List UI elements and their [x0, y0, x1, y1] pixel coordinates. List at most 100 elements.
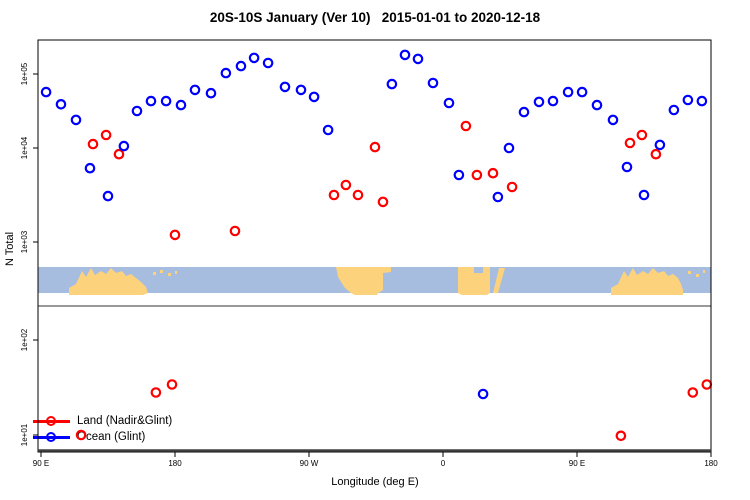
data-point-ocean	[235, 60, 247, 72]
data-point-land	[100, 129, 112, 141]
data-point-ocean	[262, 57, 274, 69]
data-point-land	[328, 189, 340, 201]
data-point-land	[624, 137, 636, 149]
data-point-ocean	[295, 84, 307, 96]
data-point-ocean	[322, 124, 334, 136]
data-point-land	[650, 148, 662, 160]
data-point-ocean	[638, 189, 650, 201]
data-point-land	[377, 196, 389, 208]
data-point-ocean	[443, 97, 455, 109]
data-point-ocean	[682, 94, 694, 106]
data-point-ocean	[220, 67, 232, 79]
data-point-land	[687, 387, 699, 398]
data-point-ocean	[654, 139, 666, 151]
x-axis-ticks: 90 E 180 90 W 0 90 E 180	[33, 452, 718, 468]
data-point-ocean	[84, 162, 96, 174]
data-point-ocean	[248, 52, 260, 64]
map-land-patch	[458, 267, 490, 295]
x-tick-label: 90 W	[300, 459, 319, 468]
data-point-land	[340, 179, 352, 191]
y-axis-ticks: 1e+05 1e+04 1e+03 1e+02 1e+01	[20, 62, 38, 446]
chart-title: 20S-10S January (Ver 10) 2015-01-01 to 2…	[209, 10, 541, 25]
map-land-island	[160, 270, 163, 273]
data-point-ocean	[562, 86, 574, 98]
data-point-ocean	[518, 106, 530, 118]
data-point-land	[701, 379, 713, 390]
map-land-island	[688, 271, 691, 274]
data-point-ocean	[503, 142, 515, 154]
legend-ocean-marker-icon	[33, 432, 70, 442]
x-tick-label: 0	[441, 459, 446, 468]
data-point-ocean	[477, 388, 489, 400]
data-point-ocean	[279, 81, 291, 93]
data-point-ocean	[399, 49, 411, 61]
data-point-ocean	[118, 140, 130, 152]
data-point-ocean	[131, 105, 143, 117]
data-point-land	[113, 148, 125, 160]
x-tick-label: 90 E	[569, 459, 585, 468]
data-point-ocean	[189, 84, 201, 96]
data-point-land	[150, 387, 162, 398]
data-point-land	[87, 138, 99, 150]
y-tick-label: 1e+05	[20, 62, 29, 85]
legend-item-land: Land (Nadir&Glint)	[33, 413, 172, 429]
map-land-patch	[336, 267, 391, 295]
legend: Land (Nadir&Glint) Ocean (Glint)	[33, 413, 172, 445]
legend-item-ocean: Ocean (Glint)	[33, 429, 172, 445]
map-land-island	[696, 274, 699, 277]
map-ocean	[38, 267, 711, 293]
data-point-land	[615, 430, 627, 442]
map-strip	[38, 267, 711, 295]
data-point-land	[169, 229, 181, 241]
map-land-island	[153, 272, 156, 275]
data-point-land	[460, 120, 472, 132]
data-point-land	[229, 225, 241, 237]
y-tick-label: 1e+01	[20, 423, 29, 446]
data-point-ocean	[576, 86, 588, 98]
data-point-ocean	[533, 96, 545, 108]
y-tick-label: 1e+03	[20, 230, 29, 253]
y-axis-title-text: N Total	[4, 231, 16, 267]
data-point-land	[506, 181, 518, 193]
data-point-ocean	[102, 190, 114, 202]
data-point-land	[369, 141, 381, 153]
data-point-ocean	[70, 114, 82, 126]
map-ocean-notch	[474, 267, 483, 273]
data-point-ocean	[40, 86, 52, 98]
data-point-ocean	[386, 78, 398, 90]
map-land-patch	[611, 268, 683, 295]
plot-border	[37, 39, 712, 453]
data-point-land	[487, 167, 499, 179]
data-point-ocean	[607, 114, 619, 126]
data-point-ocean	[591, 99, 603, 111]
map-land-patch	[493, 268, 505, 293]
map-land-island	[703, 270, 705, 273]
y-tick-label: 1e+02	[20, 328, 29, 351]
data-point-land	[636, 129, 648, 141]
data-point-ocean	[55, 99, 67, 110]
data-point-ocean	[412, 53, 424, 65]
series-ocean-points	[40, 49, 708, 400]
data-point-land	[352, 189, 364, 201]
legend-ocean-label: Ocean (Glint)	[77, 431, 146, 443]
x-tick-label: 180	[704, 459, 718, 468]
map-land-island	[175, 271, 177, 274]
data-point-ocean	[175, 99, 187, 111]
legend-land-label: Land (Nadir&Glint)	[77, 415, 173, 427]
x-tick-label: 180	[168, 459, 182, 468]
x-tick-label: 90 E	[33, 459, 49, 468]
data-point-ocean	[205, 87, 217, 99]
data-point-ocean	[453, 169, 465, 181]
data-point-ocean	[427, 77, 439, 89]
data-point-ocean	[668, 104, 680, 116]
series-land-points	[75, 120, 713, 442]
x-axis-title: Longitude (deg E)	[331, 476, 419, 488]
data-point-ocean	[547, 95, 559, 107]
map-land-island	[168, 273, 171, 276]
data-point-ocean	[308, 91, 320, 103]
data-point-ocean	[621, 161, 633, 173]
data-point-land	[166, 379, 178, 390]
data-point-ocean	[696, 95, 708, 107]
y-tick-label: 1e+04	[20, 136, 29, 159]
data-point-ocean	[492, 191, 504, 203]
